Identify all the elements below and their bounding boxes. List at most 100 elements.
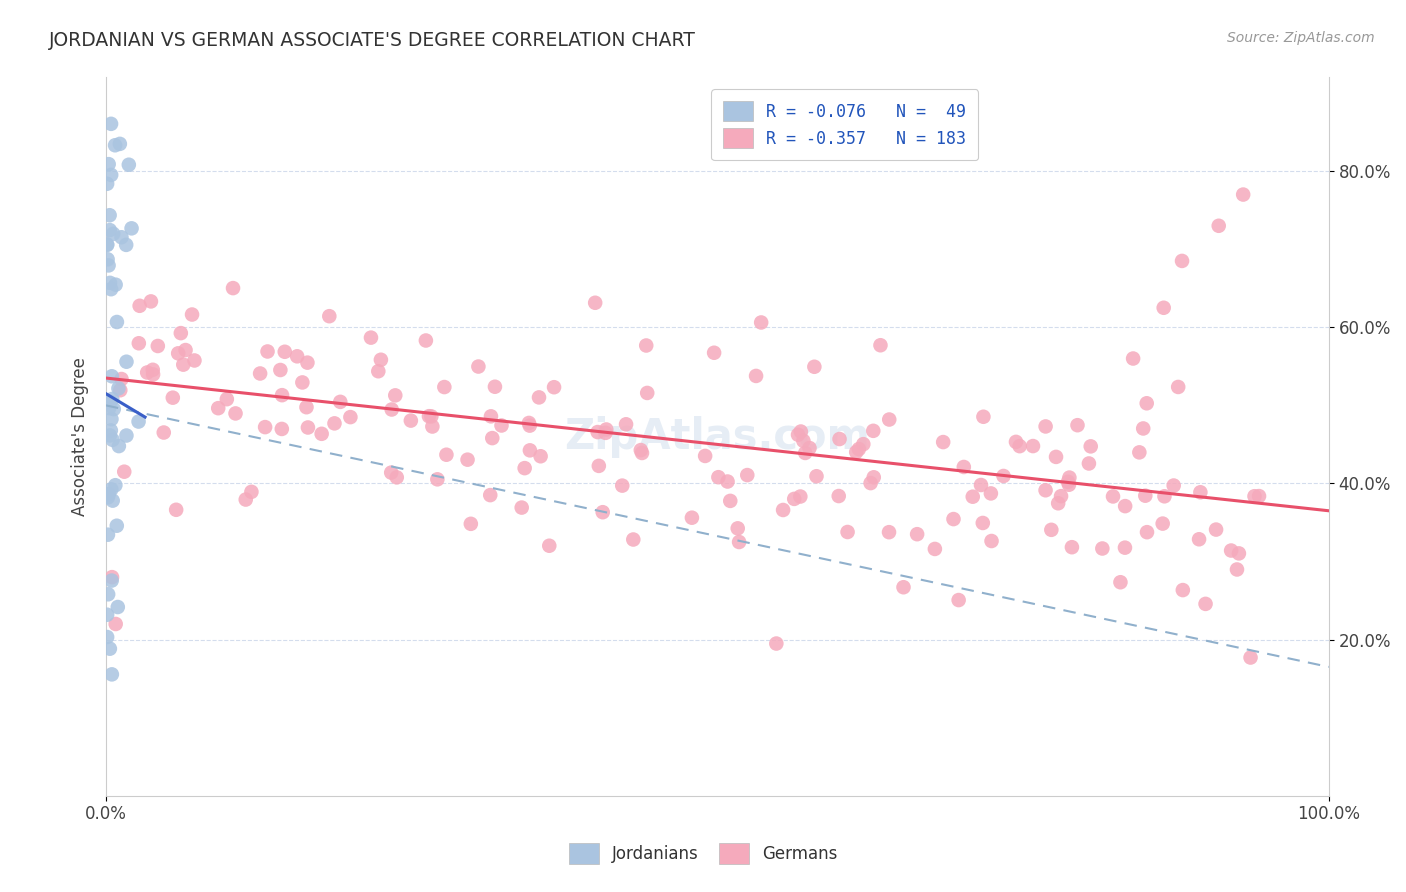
Point (845, 445, 868, 459)
Point (828, 432, 851, 446)
Point (108, 439, 131, 453)
Point (980, 486, 1002, 500)
Point (107, 600, 129, 615)
Point (631, 446, 654, 460)
Legend: Jordanians, Germans: Jordanians, Germans (562, 837, 844, 871)
Point (436, 448, 458, 462)
Point (707, 470, 730, 484)
Point (1047, 496, 1070, 510)
Point (787, 427, 810, 442)
Point (972, 409, 994, 424)
Point (612, 478, 634, 492)
Legend: R = -0.076   N =  49, R = -0.357   N = 183: R = -0.076 N = 49, R = -0.357 N = 183 (711, 89, 979, 160)
Point (104, 478, 127, 492)
Point (270, 422, 292, 436)
Y-axis label: Associate's Degree: Associate's Degree (72, 357, 89, 516)
Point (103, 227, 125, 241)
Point (174, 343, 197, 357)
Point (1091, 541, 1114, 556)
Point (749, 316, 772, 330)
Point (1171, 254, 1194, 268)
Point (481, 431, 503, 445)
Point (110, 372, 132, 386)
Point (107, 381, 129, 395)
Point (96, 630, 118, 644)
Point (385, 470, 408, 484)
Point (614, 417, 637, 432)
Point (115, 238, 138, 252)
Point (1132, 421, 1154, 435)
Point (718, 494, 741, 508)
Point (1102, 490, 1125, 504)
Point (1189, 485, 1212, 500)
Point (256, 344, 278, 359)
Point (586, 425, 609, 439)
Point (848, 442, 870, 456)
Point (1167, 380, 1189, 394)
Point (1226, 562, 1249, 576)
Point (142, 368, 165, 382)
Point (484, 380, 506, 394)
Point (97, 487, 120, 501)
Point (790, 425, 813, 439)
Text: Source: ZipAtlas.com: Source: ZipAtlas.com (1227, 31, 1375, 45)
Point (96, 177, 118, 191)
Point (491, 418, 513, 433)
Point (1035, 419, 1057, 434)
Point (100, 117, 122, 131)
Point (101, 667, 124, 681)
Point (538, 539, 561, 553)
Point (249, 367, 271, 381)
Point (100, 412, 122, 426)
Point (1045, 450, 1067, 464)
Point (367, 364, 389, 378)
Point (225, 406, 247, 420)
Point (101, 392, 124, 406)
Point (1171, 583, 1194, 598)
Point (112, 465, 135, 479)
Point (1208, 219, 1230, 233)
Point (1227, 546, 1250, 560)
Point (172, 358, 194, 372)
Point (519, 443, 541, 458)
Point (115, 428, 138, 442)
Point (380, 466, 402, 480)
Point (980, 534, 1002, 549)
Point (1205, 523, 1227, 537)
Point (422, 419, 444, 434)
Point (222, 281, 245, 295)
Point (100, 424, 122, 438)
Point (105, 518, 128, 533)
Point (96, 607, 118, 622)
Point (98, 641, 121, 656)
Text: ZipAtlas.com: ZipAtlas.com (564, 416, 870, 458)
Point (323, 417, 346, 431)
Point (426, 472, 449, 486)
Point (467, 359, 489, 374)
Point (1243, 489, 1265, 503)
Point (952, 460, 974, 475)
Point (1114, 499, 1136, 513)
Point (1122, 351, 1144, 366)
Point (100, 282, 122, 296)
Point (595, 422, 617, 436)
Point (128, 336, 150, 351)
Point (859, 476, 882, 491)
Point (207, 401, 229, 416)
Point (993, 469, 1015, 483)
Point (215, 392, 238, 407)
Point (96, 237, 118, 252)
Point (110, 230, 132, 244)
Point (716, 475, 738, 489)
Point (460, 516, 482, 531)
Point (297, 420, 319, 434)
Point (806, 469, 828, 483)
Point (98, 401, 121, 416)
Point (274, 344, 297, 359)
Point (98, 223, 121, 237)
Point (146, 339, 169, 353)
Point (942, 512, 965, 526)
Point (285, 349, 308, 363)
Point (110, 383, 132, 397)
Point (1109, 575, 1132, 590)
